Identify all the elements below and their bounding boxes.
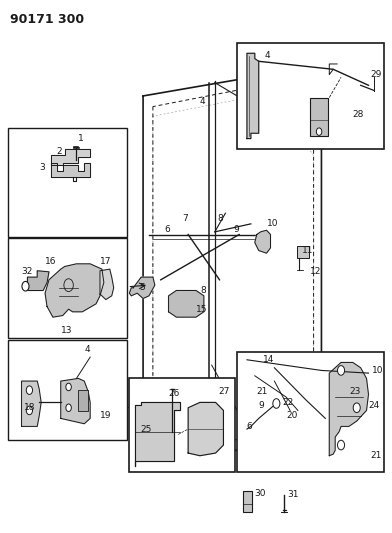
Text: 17: 17 bbox=[100, 257, 111, 265]
Polygon shape bbox=[255, 230, 270, 253]
Polygon shape bbox=[169, 290, 204, 317]
Polygon shape bbox=[45, 264, 104, 317]
Bar bbox=[78, 390, 88, 411]
Text: 18: 18 bbox=[24, 403, 35, 412]
Polygon shape bbox=[22, 381, 41, 426]
Circle shape bbox=[26, 386, 33, 394]
Text: 10: 10 bbox=[267, 220, 278, 228]
Bar bbox=[129, 378, 235, 472]
Bar bbox=[237, 352, 384, 472]
Bar bbox=[297, 246, 309, 258]
Text: 7: 7 bbox=[182, 214, 188, 223]
Text: 5: 5 bbox=[139, 284, 145, 292]
Bar bbox=[243, 491, 252, 512]
Text: 3: 3 bbox=[39, 164, 45, 172]
Polygon shape bbox=[61, 378, 90, 424]
Circle shape bbox=[273, 399, 280, 408]
Circle shape bbox=[316, 128, 322, 135]
Polygon shape bbox=[51, 163, 90, 177]
Text: 9: 9 bbox=[233, 225, 239, 233]
Text: 32: 32 bbox=[22, 268, 33, 276]
Circle shape bbox=[338, 440, 345, 450]
Polygon shape bbox=[129, 277, 155, 298]
Text: 12: 12 bbox=[310, 268, 321, 276]
Circle shape bbox=[338, 366, 345, 375]
Text: 20: 20 bbox=[286, 411, 298, 420]
Text: 25: 25 bbox=[140, 425, 152, 433]
Text: 15: 15 bbox=[196, 305, 207, 313]
Polygon shape bbox=[329, 362, 368, 456]
Text: 30: 30 bbox=[254, 489, 265, 497]
Text: 13: 13 bbox=[61, 326, 72, 335]
Text: 8: 8 bbox=[218, 214, 223, 223]
Text: 31: 31 bbox=[287, 490, 298, 499]
Text: 90171 300: 90171 300 bbox=[10, 13, 84, 26]
Text: 10: 10 bbox=[372, 366, 384, 375]
Circle shape bbox=[66, 404, 71, 411]
Text: 8: 8 bbox=[200, 286, 206, 295]
Text: 21: 21 bbox=[257, 387, 268, 396]
Text: 27: 27 bbox=[219, 387, 230, 396]
Text: 23: 23 bbox=[349, 387, 360, 396]
Bar bbox=[237, 43, 384, 149]
Text: 26: 26 bbox=[169, 389, 180, 398]
Bar bbox=[8, 128, 127, 237]
Text: 14: 14 bbox=[263, 356, 274, 364]
Text: 9: 9 bbox=[259, 401, 265, 409]
Polygon shape bbox=[135, 402, 180, 466]
Bar bbox=[8, 340, 127, 440]
Circle shape bbox=[66, 383, 71, 391]
Text: 16: 16 bbox=[45, 257, 56, 265]
Text: 6: 6 bbox=[246, 422, 252, 431]
Text: 28: 28 bbox=[353, 110, 364, 119]
Bar bbox=[8, 238, 127, 338]
Bar bbox=[310, 98, 328, 136]
Text: 1: 1 bbox=[78, 134, 84, 143]
Text: 21: 21 bbox=[370, 451, 382, 460]
Text: 2: 2 bbox=[57, 148, 62, 156]
Polygon shape bbox=[27, 271, 49, 290]
Polygon shape bbox=[51, 149, 90, 165]
Text: 22: 22 bbox=[282, 398, 294, 407]
Circle shape bbox=[22, 281, 29, 291]
Text: 4: 4 bbox=[265, 52, 270, 60]
Polygon shape bbox=[100, 269, 114, 300]
Text: 6: 6 bbox=[165, 225, 171, 233]
Circle shape bbox=[26, 406, 33, 415]
Text: 4: 4 bbox=[200, 97, 205, 106]
Polygon shape bbox=[247, 53, 259, 139]
Text: 19: 19 bbox=[100, 411, 111, 420]
Polygon shape bbox=[188, 402, 223, 456]
Circle shape bbox=[353, 403, 360, 413]
Text: 4: 4 bbox=[84, 345, 90, 353]
Text: 24: 24 bbox=[368, 401, 380, 409]
Text: 11: 11 bbox=[302, 246, 313, 255]
Text: 29: 29 bbox=[370, 70, 382, 79]
